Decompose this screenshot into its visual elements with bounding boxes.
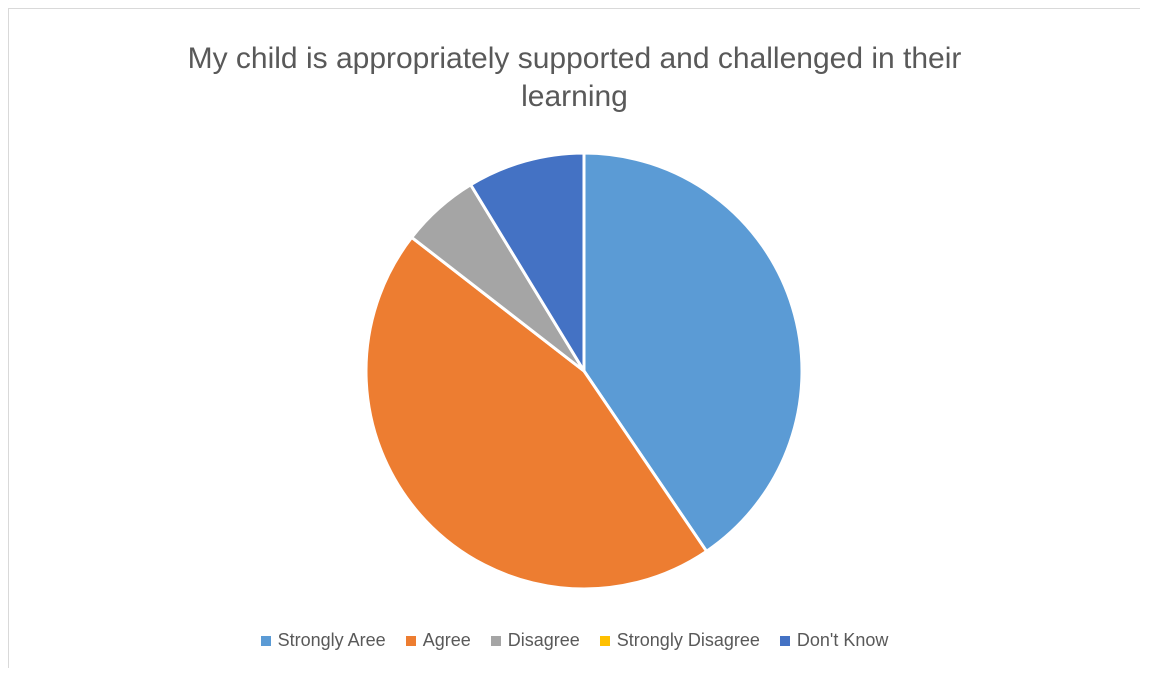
legend: Strongly Aree Agree Disagree Strongly Di… — [0, 630, 1149, 651]
pie-slice-agree — [364, 235, 709, 591]
legend-label-dont-know: Don't Know — [796, 630, 889, 650]
chart-title: My child is appropriately supported and … — [0, 40, 1149, 116]
pie-slice-strongly-aree — [582, 151, 804, 553]
legend-swatch-strongly-disagree — [599, 635, 610, 646]
legend-label-agree: Agree — [422, 630, 471, 650]
legend-swatch-disagree — [490, 635, 501, 646]
legend-item-strongly-agree: Strongly Aree — [260, 630, 386, 651]
legend-swatch-strongly-agree — [260, 635, 271, 646]
legend-item-disagree: Disagree — [490, 630, 580, 651]
legend-swatch-agree — [405, 635, 416, 646]
pie-slice-don-t-know — [469, 151, 586, 373]
legend-label-disagree: Disagree — [507, 630, 580, 650]
chart-title-line-2: learning — [521, 80, 628, 113]
chart-title-line-1: My child is appropriately supported and … — [187, 42, 962, 75]
legend-label-strongly-disagree: Strongly Disagree — [616, 630, 760, 650]
legend-label-strongly-agree: Strongly Aree — [277, 630, 386, 650]
legend-item-dont-know: Don't Know — [779, 630, 889, 651]
legend-item-strongly-disagree: Strongly Disagree — [599, 630, 760, 651]
legend-swatch-dont-know — [779, 635, 790, 646]
legend-item-agree: Agree — [405, 630, 471, 651]
